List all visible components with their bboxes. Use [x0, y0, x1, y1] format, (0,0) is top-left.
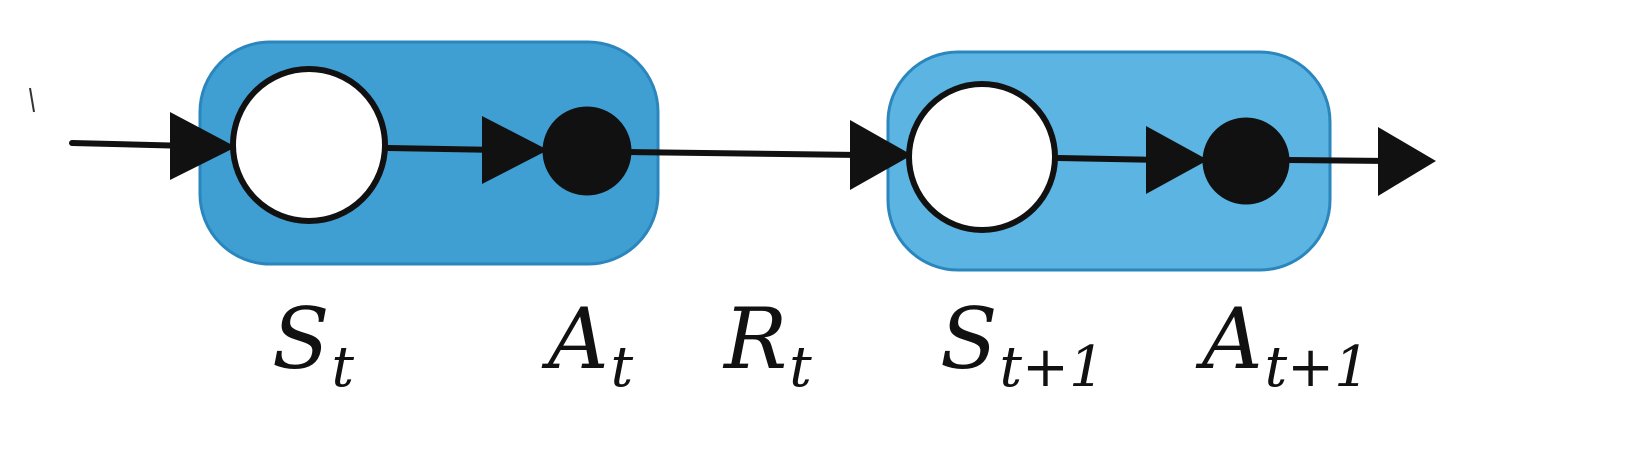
arrowhead-state-to-action-t1 [1146, 126, 1208, 194]
stray-mark [29, 87, 35, 113]
reward-edge [627, 149, 863, 158]
label-state-t1: St+1 [940, 290, 1105, 400]
arrowhead-output [1378, 127, 1436, 196]
output-edge [1285, 157, 1393, 164]
action-node-t1 [1202, 117, 1290, 205]
label-state-t: St [272, 290, 355, 400]
arrowhead-input [170, 112, 236, 180]
label-action-t1: At+1 [1202, 290, 1370, 400]
state-node-t1 [906, 81, 1058, 233]
action-node-t [542, 106, 632, 196]
arrowhead-state-to-action-t [482, 116, 548, 184]
state-to-action-edge-t [385, 145, 503, 153]
label-reward-t: Rt [724, 290, 812, 400]
state-to-action-edge-t1 [1055, 155, 1163, 163]
arrowhead-reward [850, 120, 912, 190]
label-action-t: At [548, 290, 634, 400]
state-node-t [230, 66, 388, 224]
